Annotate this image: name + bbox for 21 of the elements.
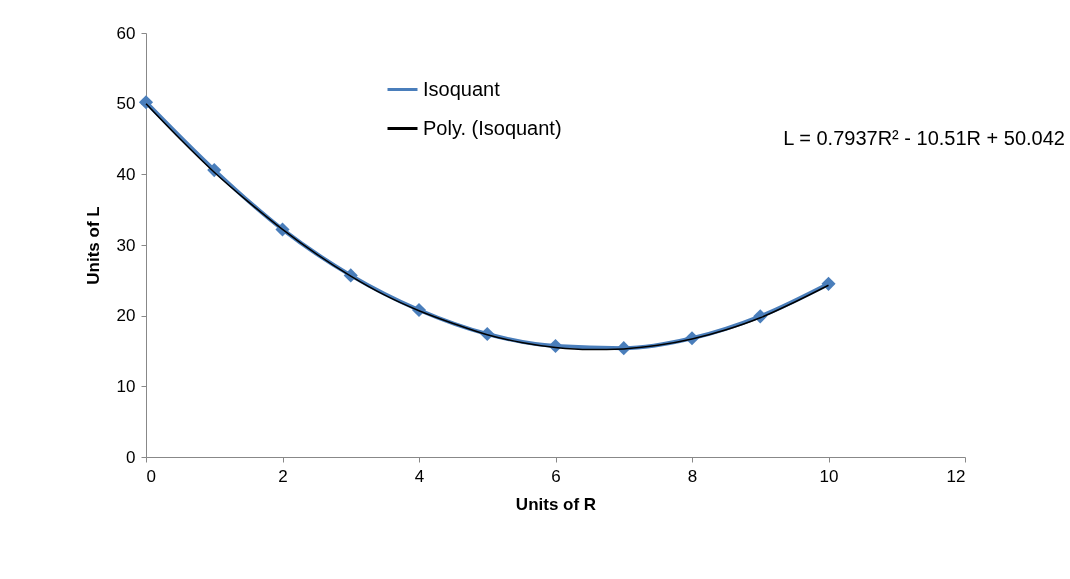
y-tick-label: 20 [116, 306, 136, 326]
x-tick-label: 0 [146, 466, 156, 486]
x-tick-label: 8 [687, 466, 698, 486]
y-tick-label: 50 [116, 94, 136, 114]
x-tick-label: 10 [819, 466, 839, 486]
y-axis-title: Units of L [83, 206, 103, 285]
x-tick-label: 2 [278, 466, 288, 486]
x-axis-title: Units of R [515, 494, 597, 514]
point [821, 276, 836, 291]
y-tick-label: 0 [126, 447, 136, 467]
legend-label: Isoquant [423, 77, 501, 100]
y-tick-label: 40 [116, 164, 136, 184]
y-tick-label: 10 [116, 376, 136, 396]
x-tick-label: 12 [946, 466, 966, 486]
y-tick-label: 30 [116, 235, 136, 255]
point [138, 95, 154, 110]
x-tick-label: 4 [414, 466, 425, 486]
x-tick-label: 6 [551, 466, 561, 486]
y-tick-label: 60 [116, 23, 136, 43]
annotation: L = 0.7937R² - 10.51R + 50.042 [783, 127, 1065, 149]
legend-label: Poly. (Isoquant) [423, 116, 562, 139]
